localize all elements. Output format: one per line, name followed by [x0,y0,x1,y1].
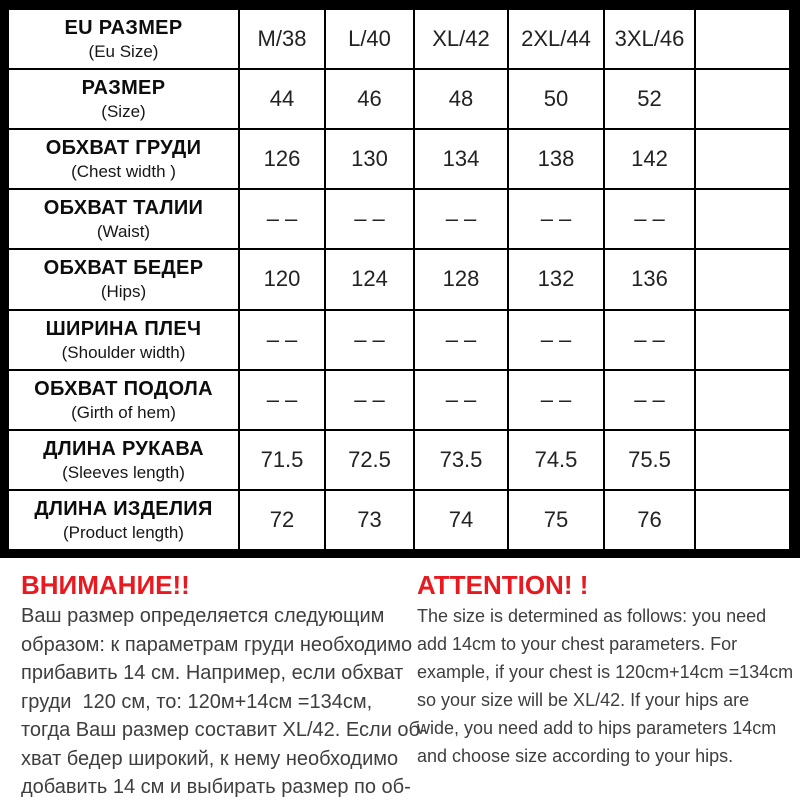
table-cell-empty [694,68,791,131]
row-header-length: ДЛИНА ИЗДЕЛИЯ (Product length) [7,488,240,552]
table-cell: – – [238,188,326,251]
row-header-sleeve: ДЛИНА РУКАВА (Sleeves length) [7,428,240,491]
table-cell-empty [694,7,791,71]
row-label-ru: ДЛИНА РУКАВА [43,437,204,460]
table-cell: – – [324,188,415,251]
row-label-en: (Sleeves length) [62,462,185,482]
table-cell: – – [238,308,326,371]
table-cell: 74.5 [507,428,605,491]
table-cell: 48 [413,68,509,131]
row-label-ru: ОБХВАТ ГРУДИ [45,137,202,160]
table-cell: 46 [324,68,415,131]
table-cell: L/40 [324,7,415,71]
table-cell: 138 [507,128,605,191]
row-label-ru: ДЛИНА ИЗДЕЛИЯ [34,497,213,520]
table-cell: 126 [238,128,326,191]
table-cell: 124 [324,248,415,311]
table-cell: – – [603,368,696,431]
table-cell: 136 [603,248,696,311]
table-row-waist: ОБХВАТ ТАЛИИ (Waist) – – – – – – – – – – [7,188,791,251]
table-row-hips: ОБХВАТ БЕДЕР (Hips) 120 124 128 132 136 [7,248,791,311]
table-cell: – – [324,308,415,371]
table-cell: – – [413,368,509,431]
note-body-ru: Ваш размер определяется следующим образо… [21,605,427,798]
table-cell: XL/42 [413,7,509,71]
table-cell-empty [694,188,791,251]
row-header-hips: ОБХВАТ БЕДЕР (Hips) [7,248,240,311]
table-row-sleeve: ДЛИНА РУКАВА (Sleeves length) 71.5 72.5 … [7,428,791,491]
table-cell: – – [413,188,509,251]
note-heading-ru: ВНИМАНИЕ!! [21,570,190,600]
note-heading-en: ATTENTION! ! [417,570,589,600]
table-row-eu-size: EU РАЗМЕР (Eu Size) M/38 L/40 XL/42 2XL/… [7,7,791,71]
row-label-en: (Product length) [63,522,184,542]
note-russian: ВНИМАНИЕ!! Ваш размер определяется следу… [21,570,427,800]
table-cell-empty [694,368,791,431]
table-cell: 132 [507,248,605,311]
table-cell: 120 [238,248,326,311]
row-header-hem: ОБХВАТ ПОДОЛА (Girth of hem) [7,368,240,431]
table-cell: 75.5 [603,428,696,491]
table-cell: 130 [324,128,415,191]
table-row-shoulder: ШИРИНА ПЛЕЧ (Shoulder width) – – – – – –… [7,308,791,371]
note-body-en: The size is determined as follows: you n… [417,606,794,766]
table-row-chest: ОБХВАТ ГРУДИ (Chest width ) 126 130 134 … [7,128,791,191]
row-label-ru: РАЗМЕР [81,77,166,100]
row-header-eu-size: EU РАЗМЕР (Eu Size) [7,7,240,71]
table-cell: M/38 [238,7,326,71]
note-english: ATTENTION! ! The size is determined as f… [417,570,800,770]
table-cell: 134 [413,128,509,191]
table-cell-empty [694,428,791,491]
row-label-en: (Girth of hem) [71,402,176,422]
row-label-en: (Size) [101,102,146,122]
table-cell-empty [694,128,791,191]
table-cell: – – [507,308,605,371]
row-label-en: (Shoulder width) [61,342,186,362]
table-cell: 74 [413,488,509,552]
row-label-en: (Chest width ) [71,162,176,182]
size-table: EU РАЗМЕР (Eu Size) M/38 L/40 XL/42 2XL/… [0,0,800,558]
table-cell: 76 [603,488,696,552]
table-cell: 128 [413,248,509,311]
table-cell: – – [238,368,326,431]
row-label-en: (Eu Size) [88,42,159,62]
table-cell: 72 [238,488,326,552]
table-cell: 50 [507,68,605,131]
row-label-en: (Hips) [100,282,147,302]
table-row-hem: ОБХВАТ ПОДОЛА (Girth of hem) – – – – – –… [7,368,791,431]
row-label-en: (Waist) [96,222,151,242]
table-cell: 73.5 [413,428,509,491]
table-row-size: РАЗМЕР (Size) 44 46 48 50 52 [7,68,791,131]
table-cell: 52 [603,68,696,131]
table-cell-empty [694,308,791,371]
row-header-shoulder: ШИРИНА ПЛЕЧ (Shoulder width) [7,308,240,371]
row-header-size: РАЗМЕР (Size) [7,68,240,131]
table-cell: 3XL/46 [603,7,696,71]
table-cell-empty [694,488,791,552]
row-header-waist: ОБХВАТ ТАЛИИ (Waist) [7,188,240,251]
row-label-ru: ШИРИНА ПЛЕЧ [45,317,202,340]
table-cell: – – [324,368,415,431]
table-cell: 71.5 [238,428,326,491]
row-header-chest: ОБХВАТ ГРУДИ (Chest width ) [7,128,240,191]
table-cell: – – [507,368,605,431]
row-label-ru: ОБХВАТ ТАЛИИ [43,197,204,220]
table-cell: 2XL/44 [507,7,605,71]
table-cell: 44 [238,68,326,131]
table-cell: 73 [324,488,415,552]
row-label-ru: EU РАЗМЕР [64,17,183,40]
table-cell: 75 [507,488,605,552]
table-cell: 72.5 [324,428,415,491]
table-cell: – – [507,188,605,251]
row-label-ru: ОБХВАТ ПОДОЛА [34,377,213,400]
table-cell: – – [603,308,696,371]
table-cell: – – [413,308,509,371]
table-cell: 142 [603,128,696,191]
table-cell: – – [603,188,696,251]
table-row-length: ДЛИНА ИЗДЕЛИЯ (Product length) 72 73 74 … [7,488,791,552]
row-label-ru: ОБХВАТ БЕДЕР [43,257,204,280]
table-cell-empty [694,248,791,311]
